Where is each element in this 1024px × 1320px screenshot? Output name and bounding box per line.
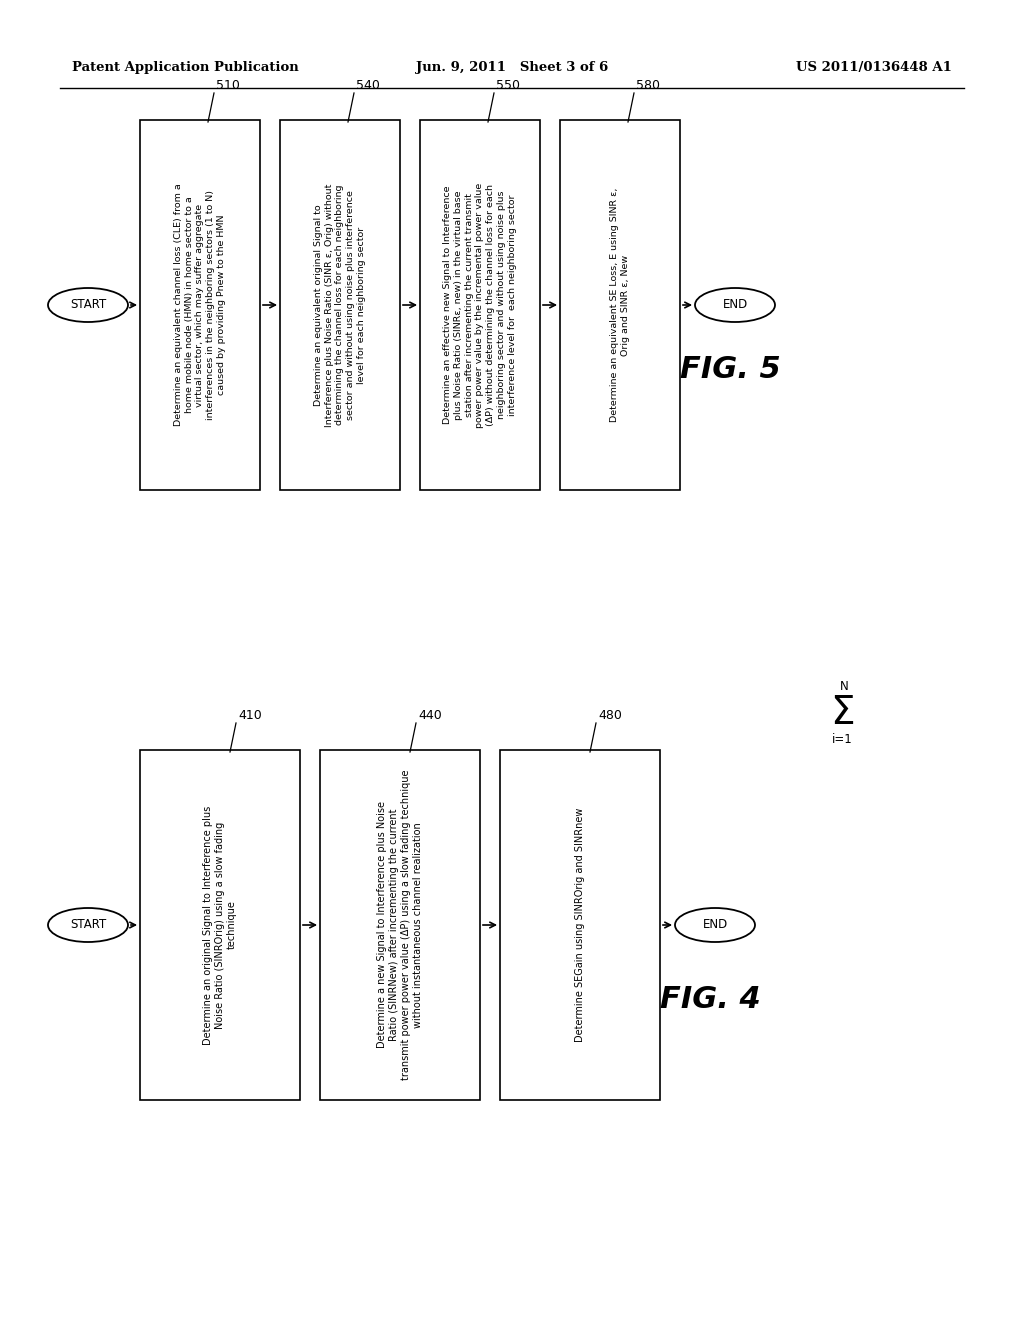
Text: 510: 510 bbox=[216, 79, 240, 92]
Text: US 2011/0136448 A1: US 2011/0136448 A1 bbox=[796, 62, 952, 74]
Text: END: END bbox=[722, 298, 748, 312]
Text: Determine an original Signal to Interference plus
Noise Ratio (SINROrig) using a: Determine an original Signal to Interfer… bbox=[203, 805, 237, 1044]
Text: Determine an equivalent original Signal to
Interference plus Noise Ratio (SINR ε: Determine an equivalent original Signal … bbox=[314, 183, 366, 426]
Text: 580: 580 bbox=[636, 79, 660, 92]
FancyBboxPatch shape bbox=[420, 120, 540, 490]
Ellipse shape bbox=[48, 288, 128, 322]
Text: Σ: Σ bbox=[830, 694, 855, 733]
Text: START: START bbox=[70, 298, 106, 312]
Text: Determine an effective new Signal to Interference
plus Noise Ratio (SINRε, new) : Determine an effective new Signal to Int… bbox=[443, 182, 517, 428]
Text: Determine an equivalent channel loss (CLE) from a
home mobile node (HMN) in home: Determine an equivalent channel loss (CL… bbox=[174, 183, 226, 426]
Ellipse shape bbox=[48, 908, 128, 942]
Text: START: START bbox=[70, 919, 106, 932]
Text: Patent Application Publication: Patent Application Publication bbox=[72, 62, 299, 74]
Ellipse shape bbox=[675, 908, 755, 942]
Text: 480: 480 bbox=[598, 709, 622, 722]
FancyBboxPatch shape bbox=[140, 750, 300, 1100]
Text: FIG. 5: FIG. 5 bbox=[680, 355, 780, 384]
Text: Jun. 9, 2011   Sheet 3 of 6: Jun. 9, 2011 Sheet 3 of 6 bbox=[416, 62, 608, 74]
Text: N: N bbox=[840, 680, 848, 693]
Text: 410: 410 bbox=[238, 709, 262, 722]
FancyBboxPatch shape bbox=[500, 750, 660, 1100]
FancyBboxPatch shape bbox=[560, 120, 680, 490]
Text: 440: 440 bbox=[418, 709, 441, 722]
Text: Determine a new Signal to Interference plus Noise
Ratio (SINRNew) after incremen: Determine a new Signal to Interference p… bbox=[377, 770, 423, 1080]
Text: 540: 540 bbox=[356, 79, 380, 92]
FancyBboxPatch shape bbox=[319, 750, 480, 1100]
FancyBboxPatch shape bbox=[140, 120, 260, 490]
Text: END: END bbox=[702, 919, 728, 932]
Text: i=1: i=1 bbox=[831, 733, 853, 746]
Text: FIG. 4: FIG. 4 bbox=[659, 986, 761, 1015]
Ellipse shape bbox=[695, 288, 775, 322]
Text: 550: 550 bbox=[496, 79, 520, 92]
Text: Determine SEGain using SINROrig and SINRnew: Determine SEGain using SINROrig and SINR… bbox=[575, 808, 585, 1043]
FancyBboxPatch shape bbox=[280, 120, 400, 490]
Text: Determine an equivalent SE Loss, E using SINR ε,
Orig and SINR ε, New: Determine an equivalent SE Loss, E using… bbox=[610, 187, 630, 422]
